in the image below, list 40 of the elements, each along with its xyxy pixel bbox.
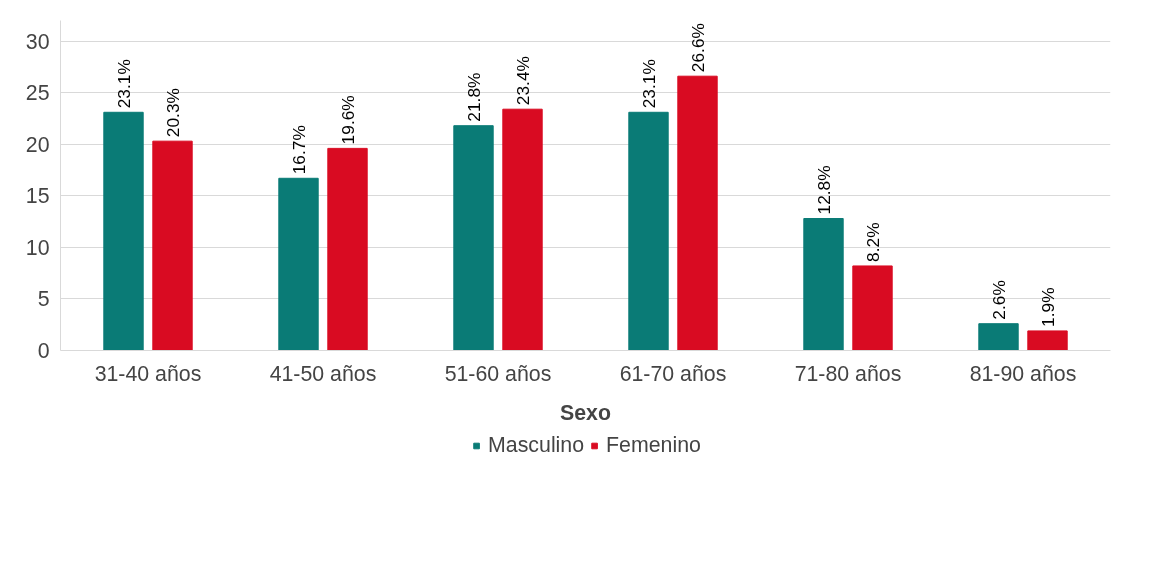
bar: [1027, 330, 1068, 351]
x-axis-title: Sexo: [560, 400, 611, 425]
data-label: 23.1%: [638, 59, 659, 109]
x-tick-label: 81-90 años: [969, 361, 1077, 386]
data-label: 23.1%: [113, 59, 134, 109]
x-tick-label: 71-80 años: [794, 361, 902, 386]
y-tick-label: 0: [37, 339, 50, 363]
bar: [978, 323, 1019, 351]
y-tick-label: 10: [25, 235, 50, 260]
legend-label: Femenino: [606, 432, 701, 458]
bar: [803, 218, 844, 351]
bar: [628, 111, 669, 351]
legend-label: Masculino: [488, 432, 585, 458]
data-label: 26.6%: [687, 23, 708, 73]
data-label: 8.2%: [862, 222, 883, 262]
data-label: 16.7%: [288, 125, 309, 175]
data-label: 19.6%: [337, 95, 358, 145]
y-tick-label: 15: [25, 184, 50, 209]
x-tick-label: 41-50 años: [269, 361, 377, 386]
y-tick-label: 30: [25, 29, 50, 54]
x-tick-label: 51-60 años: [444, 361, 552, 386]
y-tick-label: 20: [25, 132, 50, 157]
y-tick-label: 5: [37, 287, 50, 312]
bar: [327, 147, 368, 351]
bar: [852, 265, 893, 351]
bar: [677, 75, 718, 351]
data-label: 20.3%: [162, 88, 183, 138]
bar: [453, 125, 494, 351]
data-label: 21.8%: [463, 72, 484, 122]
bar: [502, 108, 543, 351]
x-tick-label: 31-40 años: [94, 361, 202, 386]
data-label: 12.8%: [813, 165, 834, 215]
x-tick-label: 61-70 años: [619, 361, 727, 386]
bar: [152, 140, 193, 351]
bar: [103, 111, 144, 351]
data-label: 1.9%: [1037, 287, 1058, 327]
y-tick-label: 25: [25, 81, 50, 106]
data-label: 2.6%: [988, 280, 1009, 320]
bar: [278, 177, 319, 351]
data-label: 23.4%: [512, 56, 533, 106]
